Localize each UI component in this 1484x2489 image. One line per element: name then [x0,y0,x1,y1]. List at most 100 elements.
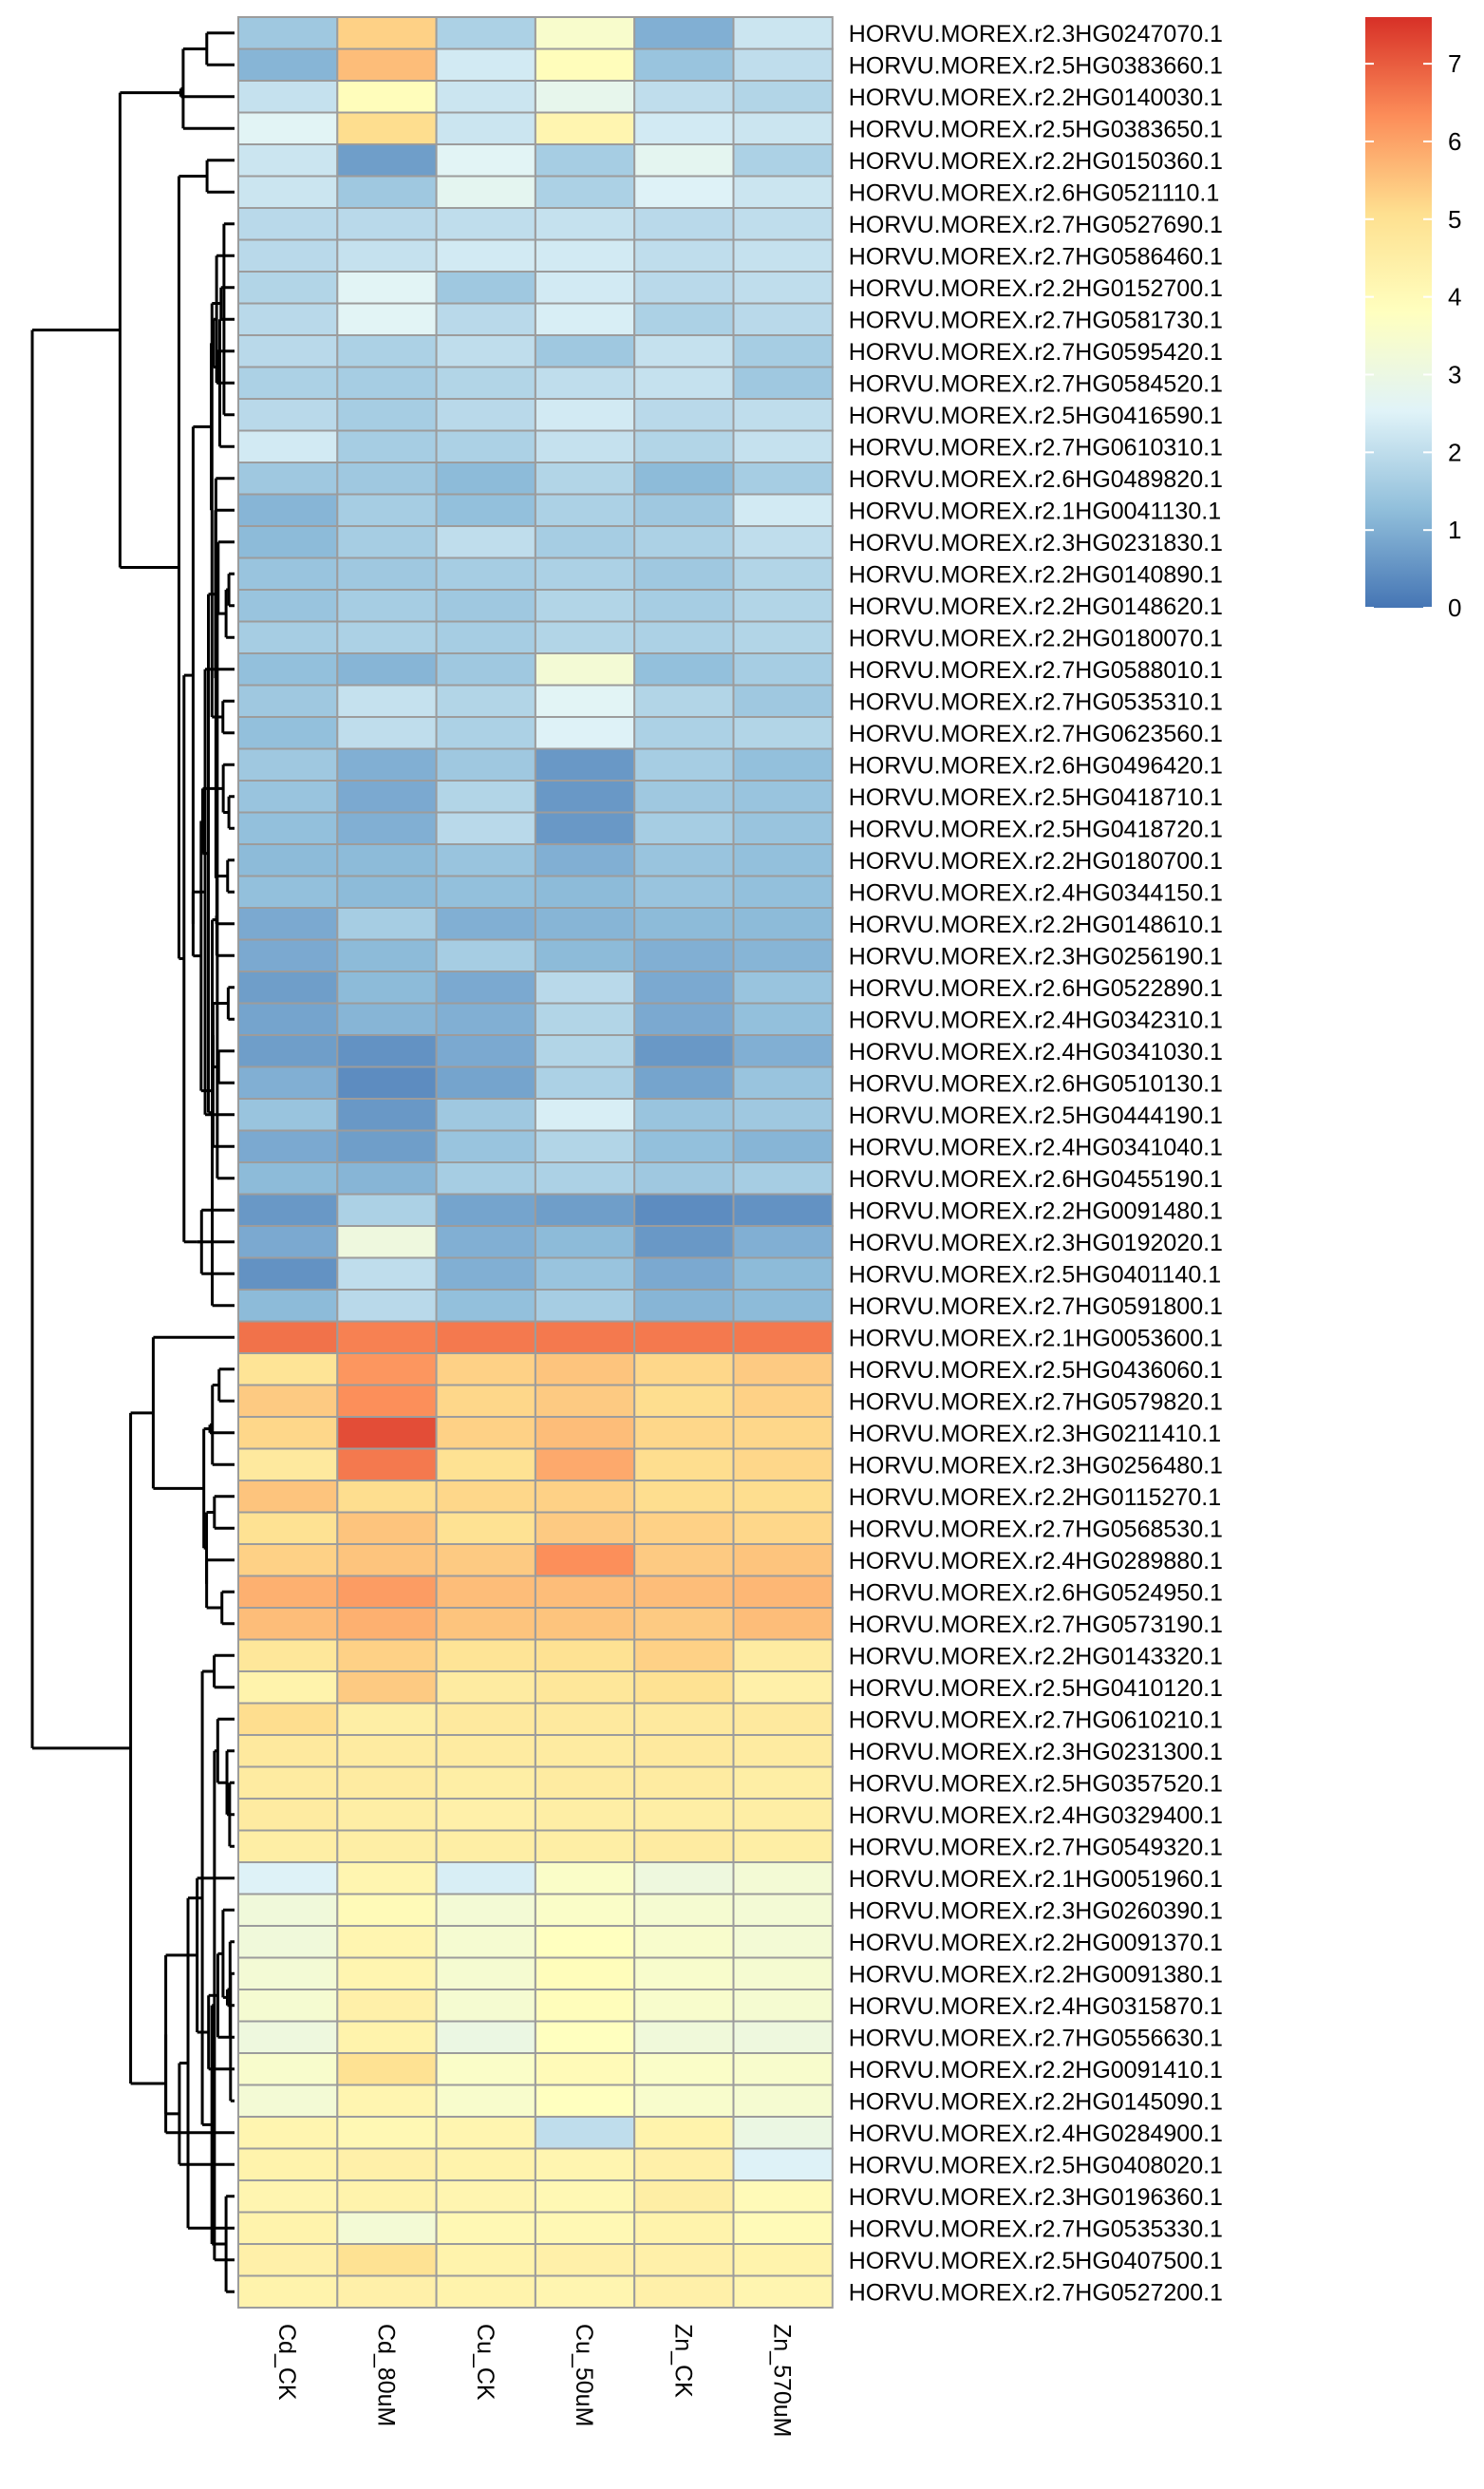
heatmap-cell [435,875,536,909]
heatmap-cell [336,429,438,463]
heatmap-cell [633,2052,735,2086]
heatmap-cell [336,1702,438,1736]
heatmap-cell [534,1893,636,1927]
heatmap-cell [732,1765,834,1800]
heatmap-cell [534,1161,636,1196]
heatmap-cell [534,1002,636,1036]
heatmap-cell [237,207,339,241]
heatmap-cell [732,2052,834,2086]
heatmap-cell [633,1574,735,1609]
heatmap-cell [435,1065,536,1100]
heatmap-cell [534,1861,636,1895]
heatmap-cell [336,2211,438,2245]
heatmap-cell [534,684,636,718]
heatmap-cell [732,811,834,845]
heatmap-cell [237,334,339,368]
row-label: HORVU.MOREX.r2.6HG0455190.1 [849,1166,1223,1193]
heatmap-cell [435,843,536,877]
heatmap-cell [336,143,438,178]
heatmap-cell [237,238,339,273]
heatmap-cell [237,684,339,718]
heatmap-cell [336,1320,438,1354]
row-label: HORVU.MOREX.r2.5HG0407500.1 [849,2248,1223,2274]
heatmap-cells [237,16,834,2309]
heatmap-cell [732,2243,834,2277]
heatmap-cell [435,1829,536,1863]
heatmap-cell [336,1670,438,1705]
heatmap-cell [534,780,636,814]
heatmap-cell [534,334,636,368]
heatmap-cell [435,1193,536,1227]
heatmap-cell [336,1193,438,1227]
heatmap-cell [336,1829,438,1863]
row-label: HORVU.MOREX.r2.5HG0383650.1 [849,116,1223,142]
row-label: HORVU.MOREX.r2.4HG0341040.1 [849,1134,1223,1160]
heatmap-cell [633,1129,735,1163]
heatmap-cell [336,1065,438,1100]
heatmap-cell [435,1416,536,1450]
heatmap-cell [336,302,438,336]
heatmap-cell [336,2274,438,2309]
heatmap-cell [237,780,339,814]
column-label: Cd_CK [273,2324,300,2401]
heatmap-cell [435,1543,536,1577]
heatmap-cell [435,1702,536,1736]
row-label: HORVU.MOREX.r2.7HG0535330.1 [849,2216,1223,2242]
heatmap-cell [534,1956,636,1990]
heatmap-cell [732,2084,834,2118]
heatmap-cell [633,1893,735,1927]
heatmap-cell [534,525,636,559]
heatmap-cell [336,1798,438,1832]
heatmap-cell [435,462,536,496]
heatmap-cell [435,811,536,845]
heatmap-cell [534,2179,636,2214]
row-label: HORVU.MOREX.r2.2HG0180700.1 [849,848,1223,875]
column-label: Cu_50uM [571,2324,597,2426]
heatmap-cell [237,1543,339,1577]
heatmap-cell [633,80,735,114]
heatmap-cell [336,875,438,909]
heatmap-cell [237,811,339,845]
heatmap-cell [435,366,536,400]
row-label: HORVU.MOREX.r2.6HG0489820.1 [849,466,1223,493]
heatmap-cell [633,1289,735,1323]
heatmap-cell [633,47,735,82]
heatmap-cell [633,525,735,559]
heatmap-cell [633,1702,735,1736]
row-label: HORVU.MOREX.r2.7HG0610310.1 [849,434,1223,461]
row-label: HORVU.MOREX.r2.3HG0247070.1 [849,21,1223,47]
row-label: HORVU.MOREX.r2.5HG0416590.1 [849,403,1223,429]
heatmap-cell [732,1480,834,1514]
heatmap-cell [534,462,636,496]
heatmap-cell [633,238,735,273]
heatmap-cell [237,1925,339,1959]
heatmap-cell [732,1225,834,1259]
heatmap-cell [633,334,735,368]
row-label: HORVU.MOREX.r2.3HG0231830.1 [849,530,1223,556]
heatmap-cell [534,1289,636,1323]
row-label: HORVU.MOREX.r2.4HG0344150.1 [849,879,1223,906]
heatmap-cell [534,1256,636,1291]
heatmap-cell [237,2052,339,2086]
heatmap-cell [534,1320,636,1354]
heatmap-cell [732,238,834,273]
heatmap-cell [633,1765,735,1800]
legend-tick-label: 6 [1448,127,1461,156]
heatmap-cell [435,620,536,654]
heatmap-cell [633,1607,735,1641]
heatmap-cell [435,1289,536,1323]
heatmap-cell [534,47,636,82]
legend-color-bar [1365,17,1432,608]
heatmap-cell [237,1861,339,1895]
heatmap-cell [732,1734,834,1768]
row-label: HORVU.MOREX.r2.3HG0256480.1 [849,1452,1223,1479]
column-label: Zn_CK [669,2324,696,2398]
heatmap-cell [435,111,536,145]
heatmap-cell [336,589,438,623]
heatmap-cell [534,493,636,527]
row-label: HORVU.MOREX.r2.7HG0568530.1 [849,1516,1223,1542]
row-label: HORVU.MOREX.r2.3HG0196360.1 [849,2184,1223,2211]
heatmap-cell [534,2116,636,2150]
heatmap-cell [732,207,834,241]
heatmap-cell [633,2116,735,2150]
